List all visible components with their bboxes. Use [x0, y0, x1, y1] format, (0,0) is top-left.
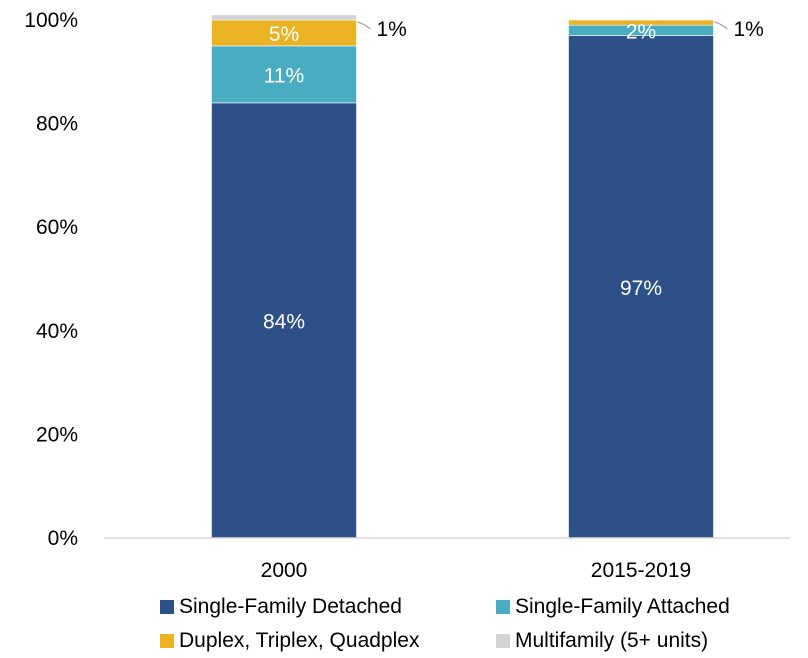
legend-label-single-family-attached: Single-Family Attached — [515, 595, 730, 618]
legend-swatch-duplex-triplex-quadplex — [160, 634, 174, 648]
bar-segment-single-family-attached-2000 — [211, 45, 357, 104]
legend-swatch-single-family-detached — [160, 600, 174, 614]
x-axis: 2000 2015-2019 — [261, 559, 692, 582]
legend-item-single-family-detached: Single-Family Detached — [160, 592, 402, 622]
data-label-single-family-attached-2000: 11% — [264, 64, 304, 87]
data-labels: 84% 11% 5% 97% 2% — [263, 20, 662, 333]
data-label-single-family-attached-2015-2019: 2% — [626, 20, 656, 43]
data-label-single-family-detached-2015-2019: 97% — [620, 277, 662, 300]
legend-label-duplex-triplex-quadplex: Duplex, Triplex, Quadplex — [179, 629, 420, 652]
legend-label-single-family-detached: Single-Family Detached — [179, 595, 402, 618]
y-tick-label-80: 80% — [36, 113, 78, 136]
legend-swatch-single-family-attached — [496, 600, 510, 614]
callout-leader-2015-2019 — [714, 21, 728, 30]
legend-item-single-family-attached: Single-Family Attached — [496, 592, 730, 622]
y-tick-label-20: 20% — [36, 423, 78, 446]
legend-item-duplex-triplex-quadplex: Duplex, Triplex, Quadplex — [160, 626, 419, 656]
legend-swatch-multifamily-5-units — [496, 634, 510, 648]
callout-label-2000: 1% — [377, 18, 407, 41]
callouts: 1% 1% — [357, 18, 764, 41]
bar-segment-single-family-detached-2015-2019 — [568, 35, 714, 539]
legend: Single-Family Detached Single-Family Atta… — [0, 590, 808, 658]
data-label-single-family-detached-2000: 84% — [263, 310, 305, 333]
bar-segment-duplex-triplex-quadplex-2015-2019 — [568, 19, 714, 26]
legend-item-multifamily-5-units: Multifamily (5+ units) — [496, 626, 708, 656]
y-tick-label-60: 60% — [36, 216, 78, 239]
callout-leader-2000 — [357, 21, 371, 30]
y-tick-label-100: 100% — [24, 9, 78, 32]
callout-label-2015-2019: 1% — [734, 18, 764, 41]
legend-label-multifamily-5-units: Multifamily (5+ units) — [515, 629, 709, 652]
y-axis: 0% 20% 40% 60% 80% 100% — [24, 9, 78, 550]
y-tick-label-0: 0% — [48, 527, 78, 550]
y-tick-label-40: 40% — [36, 320, 78, 343]
bar-segment-single-family-detached-2000 — [211, 102, 357, 539]
data-label-duplex-triplex-quadplex-2000: 5% — [269, 23, 299, 46]
x-category-label-2015-2019: 2015-2019 — [591, 559, 691, 582]
x-category-label-2000: 2000 — [261, 559, 308, 582]
bar-segment-multifamily-5-units-2000 — [211, 14, 357, 21]
bars — [211, 14, 714, 539]
